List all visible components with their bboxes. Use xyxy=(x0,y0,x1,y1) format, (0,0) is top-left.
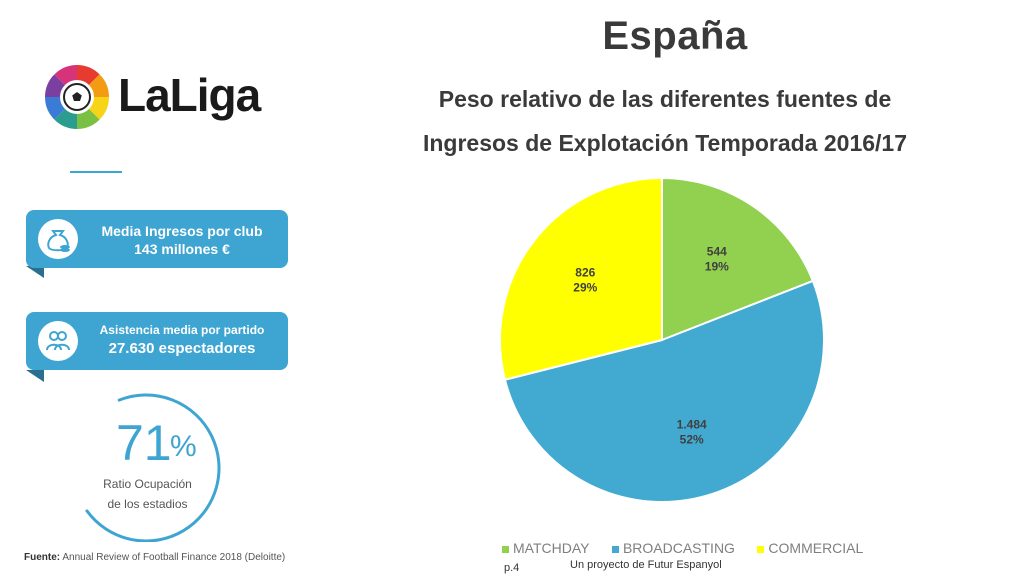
pie-percent-label-commercial: 29% xyxy=(573,280,597,294)
card-tab-decoration xyxy=(26,266,44,278)
project-credit: Un proyecto de Futur Espanyol xyxy=(570,559,722,571)
people-icon xyxy=(38,321,78,361)
pie-percent-label-matchday: 19% xyxy=(705,260,729,274)
attendance-card: Asistencia media por partido 27.630 espe… xyxy=(26,312,288,370)
chart-subtitle-line1: Peso relativo de las diferentes fuentes … xyxy=(438,86,892,112)
occupancy-label-line2: de los estadios xyxy=(107,497,188,511)
pie-value-label-broadcasting: 1.484 xyxy=(677,418,707,432)
income-card-label: Media Ingresos por club xyxy=(101,223,263,239)
occupancy-unit: % xyxy=(170,430,197,463)
occupancy-gauge xyxy=(85,393,221,542)
page-number: p.4 xyxy=(504,562,520,574)
laliga-logo-icon xyxy=(45,65,109,129)
legend-item-matchday: MATCHDAY xyxy=(502,540,589,556)
pie-percent-label-broadcasting: 52% xyxy=(680,433,704,447)
card-tab-decoration xyxy=(26,370,44,382)
occupancy-gauge-arc xyxy=(85,393,221,542)
source-note: Fuente: Annual Review of Football Financ… xyxy=(24,552,286,563)
pie-slice-commercial xyxy=(499,176,663,381)
income-card-value: 143 millones € xyxy=(134,241,230,257)
laliga-logo-text: LaLiga xyxy=(118,69,261,121)
accent-divider xyxy=(70,171,122,173)
money-bag-icon xyxy=(38,219,78,259)
occupancy-number: 71 xyxy=(116,415,172,471)
legend-item-commercial: COMMERCIAL xyxy=(757,540,863,556)
occupancy-label-line1: Ratio Ocupación xyxy=(103,477,192,491)
attendance-card-label: Asistencia media por partido xyxy=(99,323,265,337)
legend-item-broadcasting: BROADCASTING xyxy=(611,540,735,556)
pie-slice-broadcasting xyxy=(503,279,825,503)
chart-subtitle-line2: Ingresos de Explotación Temporada 2016/1… xyxy=(422,130,908,156)
pie-slice-matchday xyxy=(661,176,815,342)
chart-legend: MATCHDAY BROADCASTING COMMERCIAL xyxy=(502,540,863,558)
income-card: Media Ingresos por club 143 millones € xyxy=(26,210,288,268)
pie-value-label-matchday: 544 xyxy=(707,245,727,259)
pie-value-label-commercial: 826 xyxy=(575,265,595,279)
page-title: España xyxy=(602,14,748,58)
attendance-card-value: 27.630 espectadores xyxy=(108,340,256,357)
